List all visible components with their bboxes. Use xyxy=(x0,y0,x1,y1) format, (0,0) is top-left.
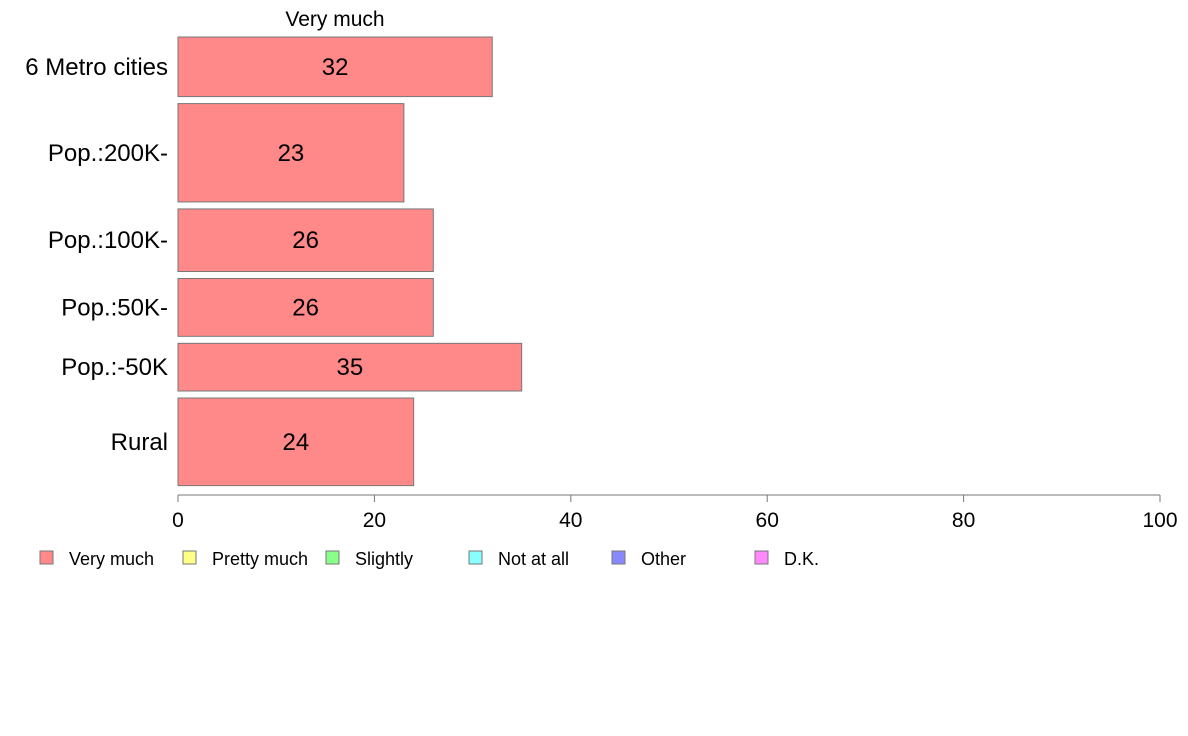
legend: Very much Pretty much Slightly Not at all Ot… xyxy=(39,549,819,569)
x-tick-label-2: 40 xyxy=(559,509,582,532)
x-tick-label-0: 0 xyxy=(172,509,184,532)
legend-label-1: Pretty much xyxy=(212,549,308,569)
value-label-5: 24 xyxy=(282,429,309,456)
value-label-1: 23 xyxy=(278,140,305,167)
x-axis: 0 20 40 60 80 100 xyxy=(172,494,1178,532)
legend-label-4: Other xyxy=(641,549,686,569)
series-header: Very much xyxy=(285,8,384,31)
category-label-1: Pop.:200K- xyxy=(48,140,168,167)
x-tick-label-3: 60 xyxy=(756,509,779,532)
bars-layer: 32 6 Metro cities 23 Pop.:200K- 26 Pop.:100K-… xyxy=(25,36,523,487)
x-tick-label-1: 20 xyxy=(363,509,386,532)
legend-swatch-0 xyxy=(39,550,54,565)
legend-label-0: Very much xyxy=(69,549,154,569)
bar-2 xyxy=(177,208,434,273)
legend-label-2: Slightly xyxy=(355,549,413,569)
bar-0 xyxy=(177,36,493,98)
bar-4 xyxy=(177,342,523,392)
value-label-4: 35 xyxy=(336,354,363,381)
legend-swatch-3 xyxy=(468,550,483,565)
value-label-0: 32 xyxy=(322,54,349,81)
legend-swatch-2 xyxy=(325,550,340,565)
legend-swatch-4 xyxy=(611,550,626,565)
bar-5 xyxy=(177,397,415,487)
legend-label-3: Not at all xyxy=(498,549,569,569)
bar-1 xyxy=(177,103,405,203)
bar-3 xyxy=(177,278,434,337)
legend-swatch-5 xyxy=(754,550,769,565)
category-label-4: Pop.:-50K xyxy=(61,354,168,381)
legend-label-5: D.K. xyxy=(784,549,819,569)
legend-swatch-1 xyxy=(182,550,197,565)
x-tick-label-5: 100 xyxy=(1142,509,1177,532)
value-label-2: 26 xyxy=(292,227,319,254)
category-label-5: Rural xyxy=(111,429,168,456)
x-tick-label-4: 80 xyxy=(952,509,975,532)
category-label-3: Pop.:50K- xyxy=(61,294,168,321)
category-label-2: Pop.:100K- xyxy=(48,227,168,254)
category-label-0: 6 Metro cities xyxy=(25,54,168,81)
value-label-3: 26 xyxy=(292,294,319,321)
